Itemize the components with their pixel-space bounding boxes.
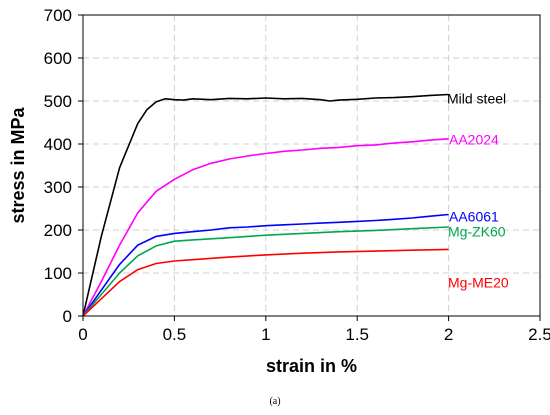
series-label: Mg-ZK60 — [448, 224, 506, 240]
plot-frame — [82, 14, 541, 317]
series-label: Mg-ME20 — [448, 275, 509, 291]
series-label: AA6061 — [449, 209, 499, 225]
series-label: AA2024 — [449, 132, 499, 148]
series-line-aa6061 — [82, 213, 449, 317]
x-tick-label: 2.5 — [528, 325, 550, 344]
y-tick-label: 300 — [44, 178, 72, 197]
series-line-mg-zk60 — [82, 226, 449, 317]
x-tick-label: 2 — [444, 325, 453, 344]
grid — [83, 15, 540, 316]
series-group — [82, 93, 449, 317]
figure-caption: (a) — [269, 396, 281, 407]
y-tick-label: 100 — [44, 264, 72, 283]
tick-labels: 0 0.5 1 1.5 2 2.5 0 100 200 300 400 500 600 700 — [44, 6, 550, 344]
y-tick-label: 500 — [44, 92, 72, 111]
x-tick-label: 1 — [261, 325, 270, 344]
y-tick-label: 400 — [44, 135, 72, 154]
series-line-mg-me20 — [82, 248, 449, 317]
x-tick-label: 0.5 — [163, 325, 187, 344]
y-tick-label: 200 — [44, 221, 72, 240]
x-axis-title: strain in % — [266, 356, 357, 376]
series-label: Mild steel — [447, 91, 506, 107]
x-tick-label: 1.5 — [345, 325, 369, 344]
series-line-aa2024 — [82, 138, 449, 317]
y-tick-label: 0 — [63, 307, 72, 326]
series-line-mild-steel — [82, 93, 449, 317]
y-tick-label: 600 — [44, 49, 72, 68]
x-tick-label: 0 — [78, 325, 87, 344]
y-tick-label: 700 — [44, 6, 72, 25]
stress-strain-chart: 0 0.5 1 1.5 2 2.5 0 100 200 300 400 500 600 700 Mild … — [8, 6, 550, 376]
y-axis-title: stress in MPa — [8, 106, 28, 223]
